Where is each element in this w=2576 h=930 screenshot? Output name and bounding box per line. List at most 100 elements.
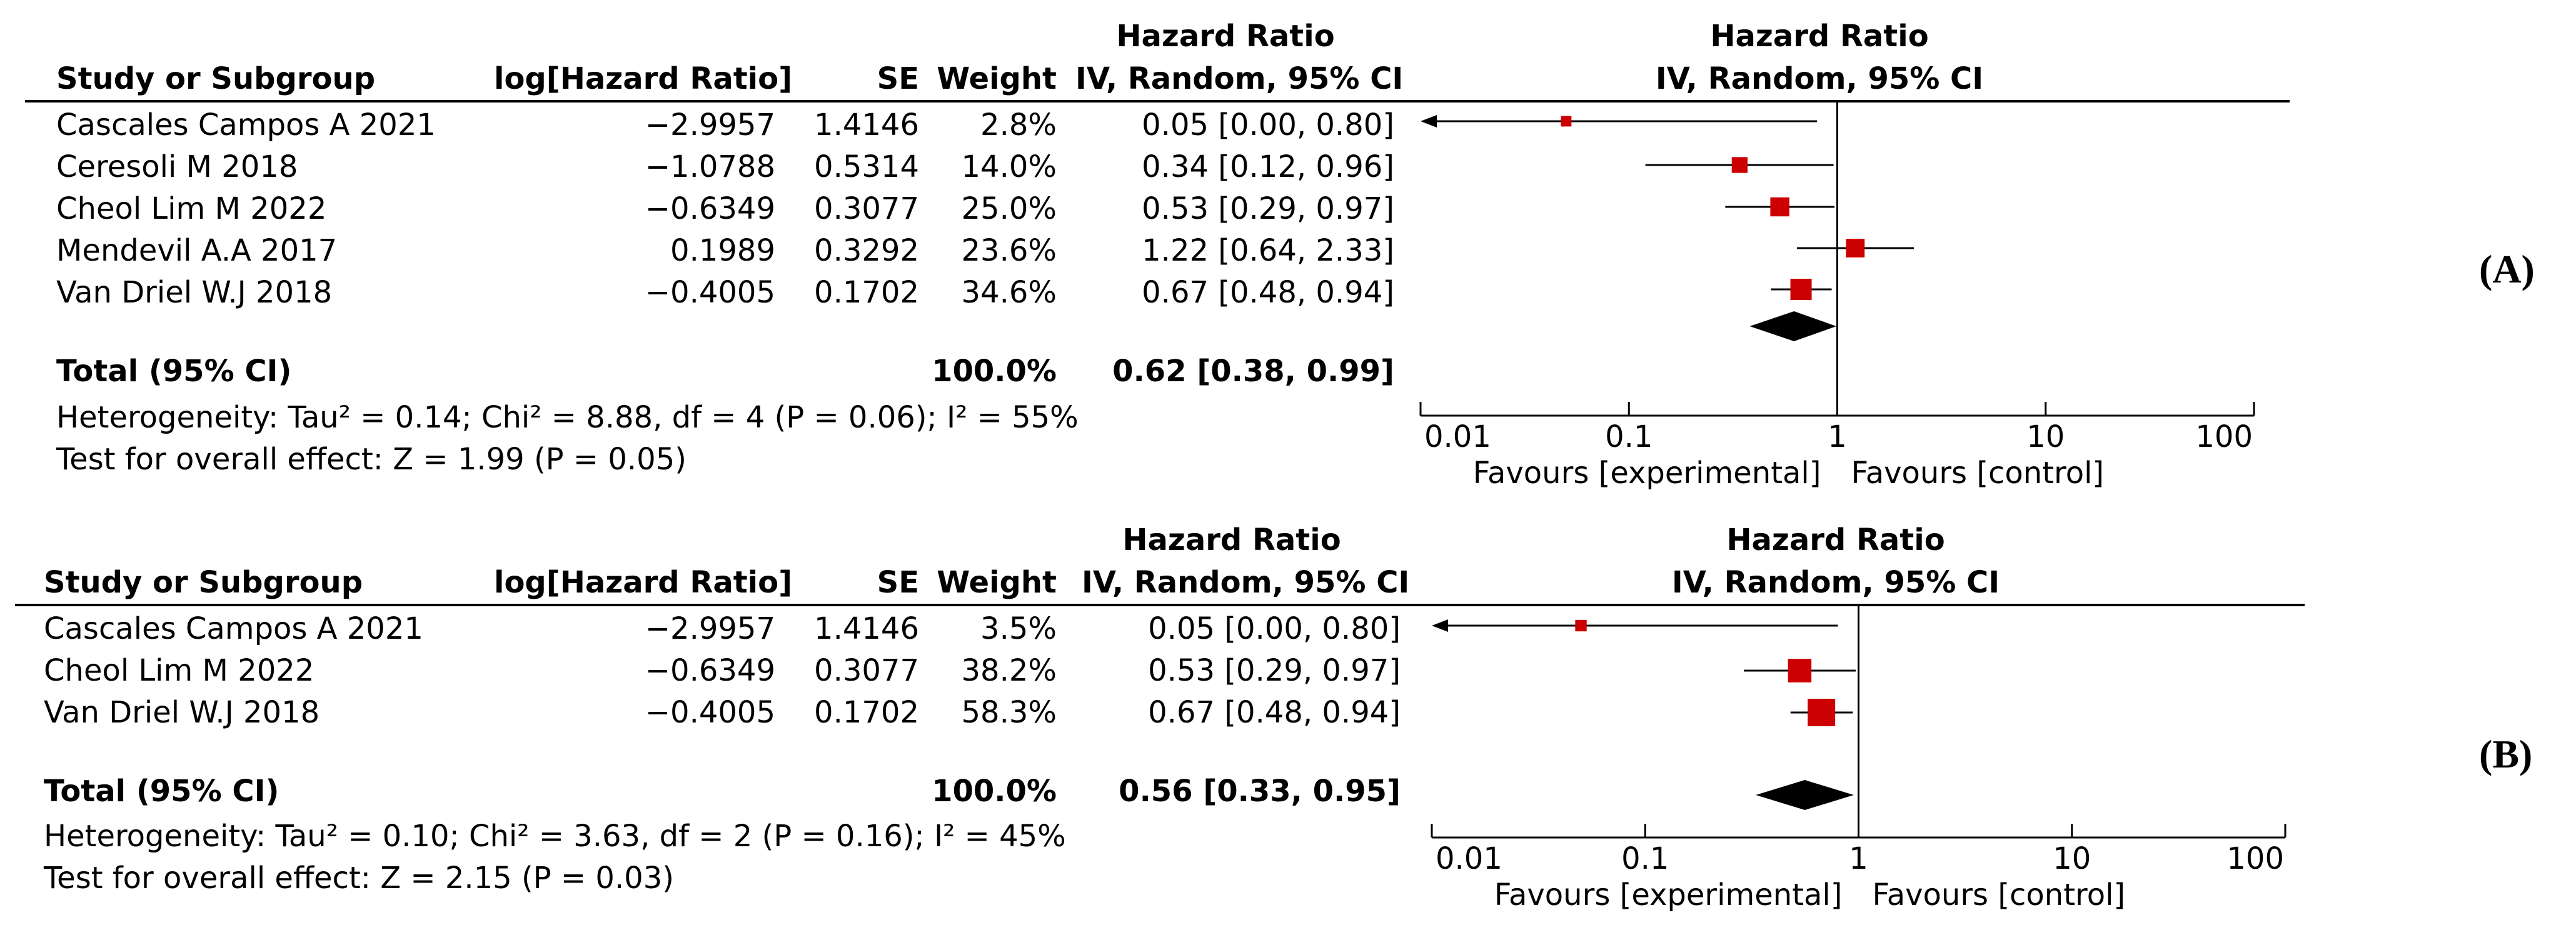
total-label: Total (95% CI) <box>56 354 292 389</box>
loghr-value: −1.0788 <box>645 149 775 184</box>
plot-column-title: Hazard Ratio <box>1726 522 1945 558</box>
loghr-column-header: log[Hazard Ratio] <box>494 565 793 600</box>
favours-control-label: Favours [control] <box>1873 878 2126 912</box>
plot-ci-column-header: IV, Random, 95% CI <box>1671 565 2000 600</box>
x-axis-tick-label: 100 <box>2226 841 2284 876</box>
header-rule-plot <box>1429 604 2305 606</box>
x-axis-tick-label: 0.1 <box>1605 419 1653 454</box>
hr-ci-column-header: IV, Random, 95% CI <box>1075 61 1404 96</box>
effect-size-marker <box>1808 699 1836 726</box>
effect-size-marker <box>1575 619 1587 632</box>
panel-label: (A) <box>2479 247 2535 291</box>
x-axis-tick-label: 10 <box>2026 419 2065 454</box>
forest-plot-chart-b: 0.01 0.1 1 10 100 Favours [experimental] Favou… <box>1431 605 2287 912</box>
study-name: Cascales Campos A 2021 <box>44 611 423 646</box>
ci-truncation-arrow <box>1432 619 1448 632</box>
effect-size-marker <box>1770 197 1789 217</box>
pooled-estimate-diamond <box>1749 311 1837 341</box>
weight-value: 25.0% <box>961 191 1057 226</box>
header-rule-table <box>25 100 1414 102</box>
hr-ci-column-header: IV, Random, 95% CI <box>1082 565 1410 600</box>
weight-value: 14.0% <box>961 149 1057 184</box>
se-value: 1.4146 <box>814 611 919 646</box>
hr-column-title: Hazard Ratio <box>1122 522 1341 558</box>
weight-value: 2.8% <box>980 108 1057 142</box>
forest-plot-panel-b: Hazard Ratio Hazard Ratio Study or Subgr… <box>0 500 2576 930</box>
se-value: 0.3292 <box>814 233 919 268</box>
panel-label: (B) <box>2479 732 2533 776</box>
hr-ci-value: 0.67 [0.48, 0.94] <box>1142 275 1394 310</box>
study-name: Cheol Lim M 2022 <box>56 191 327 226</box>
effect-size-marker <box>1731 157 1748 173</box>
overall-effect-test: Test for overall effect: Z = 2.15 (P = 0… <box>44 861 674 896</box>
x-axis-tick-label: 1 <box>1849 841 1868 876</box>
effect-size-marker <box>1846 239 1865 258</box>
loghr-value: −0.6349 <box>645 191 775 226</box>
hr-ci-value: 0.67 [0.48, 0.94] <box>1148 695 1401 730</box>
weight-value: 3.5% <box>980 611 1057 646</box>
favours-experimental-label: Favours [experimental] <box>1494 878 1843 912</box>
loghr-value: −0.6349 <box>645 653 775 688</box>
weight-column-header: Weight <box>937 565 1057 600</box>
hr-ci-value: 0.34 [0.12, 0.96] <box>1142 149 1394 184</box>
se-value: 0.1702 <box>814 275 919 310</box>
total-weight: 100.0% <box>932 354 1057 389</box>
hr-column-title: Hazard Ratio <box>1116 19 1335 54</box>
heterogeneity-stats: Heterogeneity: Tau² = 0.10; Chi² = 3.63,… <box>44 819 1066 854</box>
x-axis-tick-label: 0.1 <box>1621 841 1669 876</box>
total-hr-ci: 0.62 [0.38, 0.99] <box>1112 354 1394 389</box>
forest-plot-panel-a: Hazard Ratio Hazard Ratio Study or Subgr… <box>25 19 2535 491</box>
overall-effect-test: Test for overall effect: Z = 1.99 (P = 0… <box>56 442 687 477</box>
effect-size-marker <box>1788 659 1812 682</box>
x-axis-tick-label: 100 <box>2195 419 2253 454</box>
study-name: Mendevil A.A 2017 <box>56 233 338 268</box>
pooled-estimate-diamond <box>1756 780 1854 810</box>
header-rule-plot <box>1414 100 2290 102</box>
hr-ci-value: 0.53 [0.29, 0.97] <box>1142 191 1394 226</box>
weight-value: 34.6% <box>961 275 1057 310</box>
hr-ci-value: 0.05 [0.00, 0.80] <box>1142 108 1394 142</box>
study-name: Ceresoli M 2018 <box>56 149 298 184</box>
se-value: 0.3077 <box>814 191 919 226</box>
loghr-value: −2.9957 <box>645 108 775 142</box>
total-weight: 100.0% <box>932 774 1057 809</box>
study-name: Cheol Lim M 2022 <box>44 653 314 688</box>
hr-ci-value: 0.05 [0.00, 0.80] <box>1148 611 1401 646</box>
weight-value: 58.3% <box>961 695 1057 730</box>
forest-plot-chart-a: 0.01 0.1 1 10 100 Favours [experimental] Favou… <box>1419 101 2255 491</box>
loghr-value: −2.9957 <box>645 611 775 646</box>
header-rule-table <box>15 604 1429 606</box>
hr-ci-value: 1.22 [0.64, 2.33] <box>1142 233 1394 268</box>
study-name: Cascales Campos A 2021 <box>56 108 436 142</box>
se-column-header: SE <box>877 61 919 96</box>
se-column-header: SE <box>877 565 919 600</box>
se-value: 1.4146 <box>814 108 919 142</box>
study-column-header: Study or Subgroup <box>44 565 363 600</box>
x-axis-tick-label: 10 <box>2053 841 2091 876</box>
study-name: Van Driel W.J 2018 <box>44 695 320 730</box>
study-column-header: Study or Subgroup <box>56 61 376 96</box>
se-value: 0.3077 <box>814 653 919 688</box>
hr-ci-value: 0.53 [0.29, 0.97] <box>1148 653 1401 688</box>
heterogeneity-stats: Heterogeneity: Tau² = 0.14; Chi² = 8.88,… <box>56 400 1079 435</box>
ci-truncation-arrow <box>1421 115 1437 128</box>
total-label: Total (95% CI) <box>44 774 279 809</box>
x-axis-tick-label: 0.01 <box>1424 419 1491 454</box>
weight-value: 38.2% <box>961 653 1057 688</box>
x-axis-tick-label: 1 <box>1828 419 1847 454</box>
total-hr-ci: 0.56 [0.33, 0.95] <box>1119 774 1401 809</box>
effect-size-marker <box>1561 116 1572 127</box>
x-axis-tick-label: 0.01 <box>1436 841 1502 876</box>
favours-control-label: Favours [control] <box>1851 456 2105 491</box>
effect-size-marker <box>1790 279 1812 300</box>
favours-experimental-label: Favours [experimental] <box>1473 456 1821 491</box>
loghr-value: 0.1989 <box>670 233 775 268</box>
loghr-value: −0.4005 <box>645 275 775 310</box>
weight-column-header: Weight <box>937 61 1057 96</box>
plot-column-title: Hazard Ratio <box>1710 19 1929 54</box>
plot-ci-column-header: IV, Random, 95% CI <box>1655 61 1984 96</box>
se-value: 0.1702 <box>814 695 919 730</box>
loghr-column-header: log[Hazard Ratio] <box>494 61 793 96</box>
weight-value: 23.6% <box>961 233 1057 268</box>
study-name: Van Driel W.J 2018 <box>56 275 333 310</box>
